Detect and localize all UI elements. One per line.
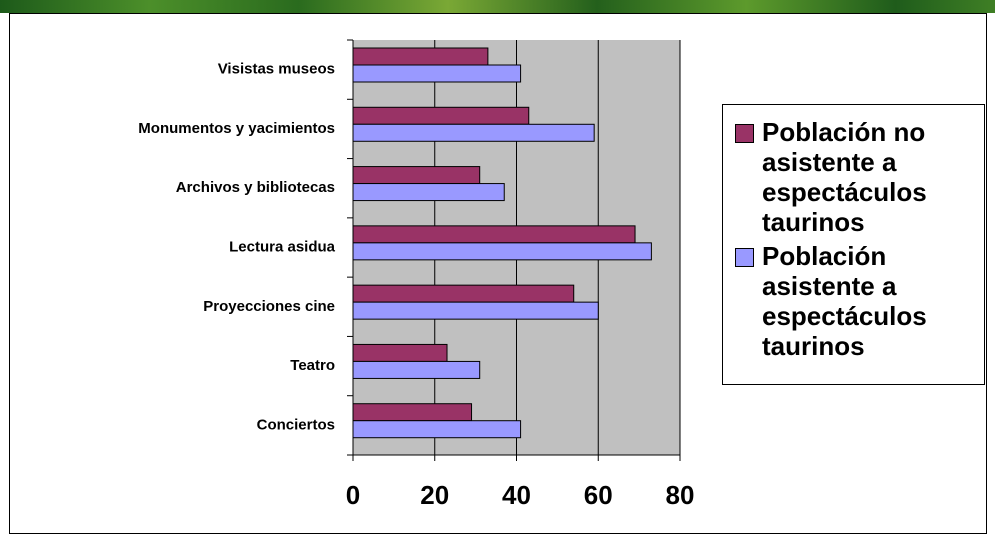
- bar: [352, 403, 473, 422]
- bar: [352, 123, 595, 142]
- bar: [352, 64, 522, 83]
- y-tick-label: Visistas museos: [218, 61, 335, 78]
- bar: [352, 106, 530, 125]
- legend-swatch: [735, 124, 754, 143]
- bar: [352, 225, 636, 244]
- legend-swatch: [735, 248, 754, 267]
- y-tick-label: Archivos y bibliotecas: [176, 179, 335, 196]
- bar: [352, 301, 599, 320]
- legend-entry: Población no asistente a espectáculos ta…: [735, 117, 980, 237]
- bar: [352, 166, 481, 185]
- y-tick-label: Teatro: [290, 357, 335, 374]
- x-tick-label: 60: [584, 480, 613, 510]
- bar: [352, 183, 505, 202]
- legend-label: Población no asistente a espectáculos ta…: [762, 117, 927, 237]
- y-tick-label: Proyecciones cine: [203, 298, 335, 315]
- bar: [352, 242, 652, 261]
- x-tick-label: 80: [666, 480, 695, 510]
- bar: [352, 360, 481, 379]
- x-tick-label: 40: [502, 480, 531, 510]
- legend: Población no asistente a espectáculos ta…: [722, 104, 985, 385]
- x-tick-label: 0: [346, 480, 360, 510]
- y-tick-label: Lectura asidua: [229, 238, 336, 255]
- y-tick-label: Conciertos: [257, 416, 335, 433]
- header-band: [0, 0, 995, 13]
- legend-entry: Población asistente a espectáculos tauri…: [735, 241, 980, 361]
- x-tick-label: 20: [420, 480, 449, 510]
- bar: [352, 284, 575, 303]
- bar: [352, 343, 448, 362]
- y-tick-label: Monumentos y yacimientos: [138, 120, 335, 137]
- legend-label: Población asistente a espectáculos tauri…: [762, 241, 927, 361]
- bar: [352, 420, 522, 439]
- bar: [352, 47, 489, 66]
